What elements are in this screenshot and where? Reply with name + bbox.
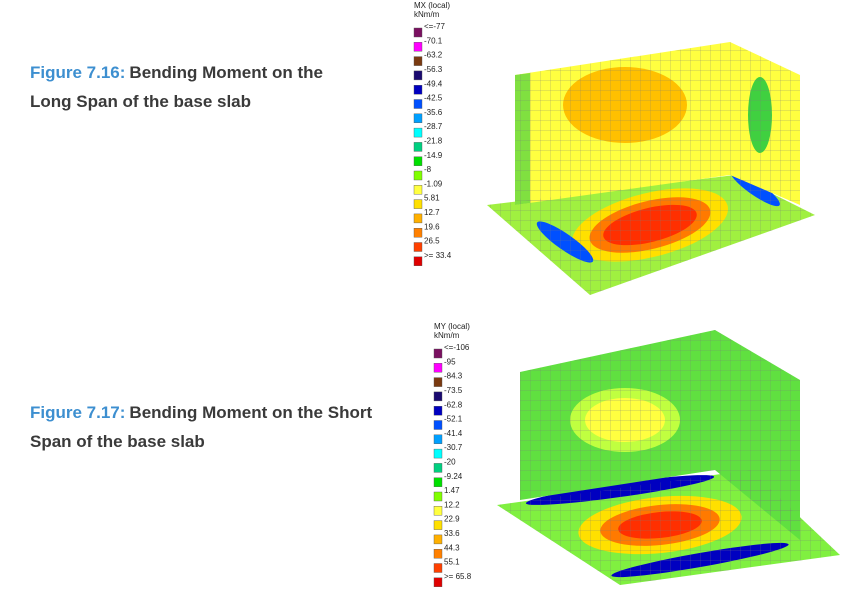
legend-label: -56.3 [424,65,443,74]
legend-label: <=-77 [424,22,445,31]
legend-label: -1.09 [424,179,443,188]
legend-label: 44.3 [444,543,460,552]
legend-swatch [433,520,443,530]
mesh [520,330,715,500]
legend-swatch [433,563,443,573]
legend-label: 22.9 [444,515,460,524]
legend-swatch [433,463,443,473]
legend-label: -73.5 [444,386,463,395]
contour-plot-1 [487,42,815,295]
legend-swatch [413,185,423,195]
legend-label: >= 65.8 [444,572,472,581]
contour-plot-2 [497,330,840,585]
legend-swatch [413,256,423,266]
legend-label: -20 [444,458,456,467]
mesh [487,175,815,295]
legend-swatch [413,170,423,181]
legend-title: MY (local) [434,322,470,331]
legend-swatch [433,348,443,359]
legend-label: 26.5 [424,237,440,246]
legend-swatch [433,406,443,416]
legend-label: 1.47 [444,486,460,495]
legend-swatch [413,227,423,238]
legend-label: 19.6 [424,222,440,231]
legend-label: -8 [424,165,432,174]
legend-swatch [413,156,423,166]
legend-swatch [433,477,443,487]
legend-swatch [413,127,423,138]
legend-label: -30.7 [444,443,463,452]
figure-label: Figure 7.16: [30,63,125,82]
legend-swatch [413,213,423,224]
legend-label: -95 [444,357,456,366]
legend-label: -70.1 [424,36,443,45]
legend-swatch [413,242,423,252]
mesh [730,42,800,205]
legend-swatch [413,27,423,38]
legend-label: -14.9 [424,151,443,160]
legend-label: -49.4 [424,79,443,88]
legend-label: -35.6 [424,108,443,117]
legend-label: >= 33.4 [424,251,452,260]
legend-label: -9.24 [444,472,463,481]
legend-swatch [433,534,443,545]
legend-label: -84.3 [444,372,463,381]
legend-label: -63.2 [424,51,443,60]
legend-swatch [433,491,443,502]
legend-swatch [413,199,423,209]
legend-swatch [433,363,443,373]
legend-label: <=-106 [444,343,470,352]
legend-label: 12.7 [424,208,440,217]
legend-swatch [413,42,423,52]
legend-swatch [413,84,423,95]
caption: Figure 7.17: Bending Moment on the Short [30,403,372,422]
caption-line: Bending Moment on the [129,63,323,82]
legend-swatch [433,577,443,587]
legend-swatch [413,142,423,152]
caption-line: Span of the base slab [30,432,205,451]
legend-label: -21.8 [424,137,443,146]
legend-label: -42.5 [424,94,443,103]
legend-swatch [413,113,423,124]
mesh [515,42,730,205]
legend-swatch [433,420,443,430]
legend-label: 55.1 [444,558,460,567]
legend-swatch [413,56,423,66]
legend-swatch [433,391,443,402]
legend-unit: kNm/m [414,10,440,19]
legend-unit: kNm/m [434,331,460,340]
legend-label: 33.6 [444,529,460,538]
legend-title: MX (local) [414,1,450,10]
legend-swatch [433,448,443,459]
legend-swatch [433,506,443,516]
legend-label: -41.4 [444,429,463,438]
caption: Figure 7.16: Bending Moment on the [30,63,323,82]
legend-label: -62.8 [444,400,463,409]
caption-line: Bending Moment on the Short [129,403,372,422]
figure-label: Figure 7.17: [30,403,125,422]
legend-label: 12.2 [444,500,460,509]
legend-swatch [433,377,443,387]
legend-label: 5.81 [424,194,440,203]
legend-swatch [413,99,423,109]
legend-swatch [433,434,443,444]
legend-label: -52.1 [444,415,463,424]
legend-label: -28.7 [424,122,443,131]
mesh [715,330,800,540]
legend-swatch [413,70,423,81]
caption-line: Long Span of the base slab [30,92,251,111]
legend-swatch [433,549,443,559]
